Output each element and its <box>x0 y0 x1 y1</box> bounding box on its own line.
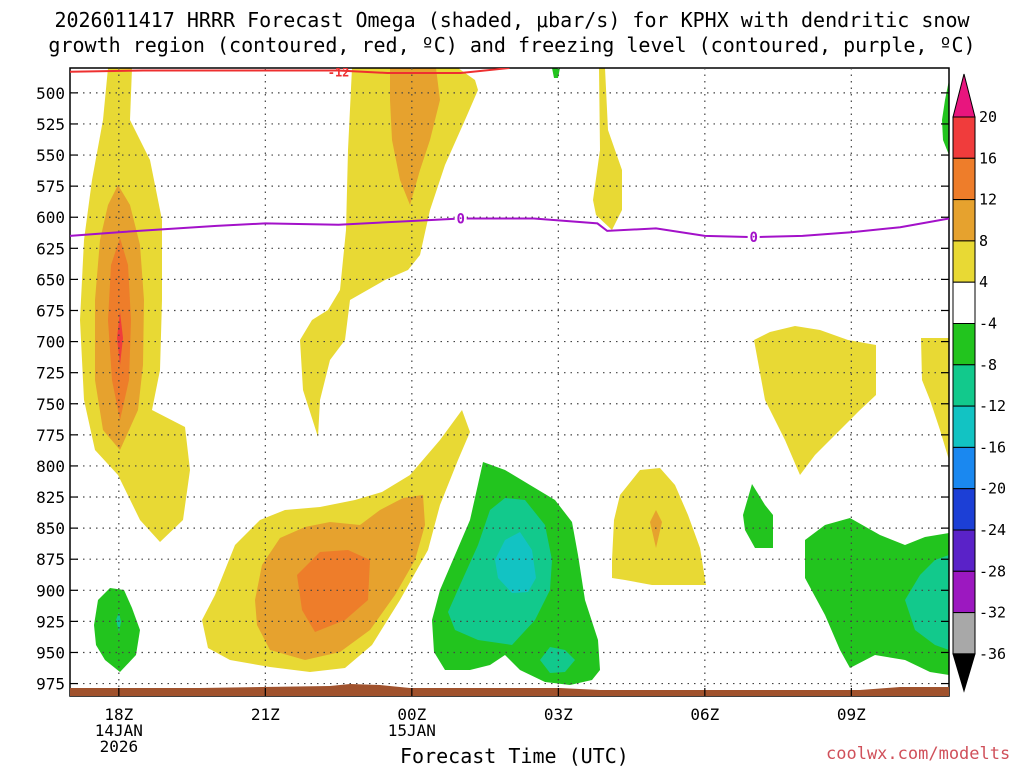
y-tick-label-825: 825 <box>36 488 65 507</box>
colorbar-label--4: -4 <box>979 315 997 333</box>
y-tick-label-775: 775 <box>36 426 65 445</box>
omega-region-pos12-low <box>297 550 370 632</box>
y-tick-label-950: 950 <box>36 643 65 662</box>
colorbar-band--36--32 <box>952 612 976 655</box>
omega-region-pos4-upper <box>300 68 478 437</box>
terrain-band <box>70 684 949 696</box>
dgz-label: -12 <box>328 66 350 80</box>
freezing-label-bg <box>747 229 760 246</box>
y-tick-label-550: 550 <box>36 146 65 165</box>
dgz-contour: -12 <box>70 66 510 80</box>
freezing-level-line <box>69 217 950 239</box>
colorbar-label--24: -24 <box>979 521 1006 539</box>
colorbar: 20 16 12 8 4 -4 -8 -12 -16 -20 -24 -28 -32 -36 <box>952 73 1006 693</box>
grid-lines <box>70 68 949 696</box>
colorbar-label-20: 20 <box>979 108 997 126</box>
colorbar-band--24--20 <box>952 488 976 531</box>
y-tick-label-925: 925 <box>36 612 65 631</box>
colorbar-label--32: -32 <box>979 604 1006 622</box>
colorbar-label--16: -16 <box>979 438 1006 456</box>
colorbar-bottom-arrow <box>952 653 976 693</box>
colorbar-band--28--24 <box>952 529 976 572</box>
y-tick-label-700: 700 <box>36 333 65 352</box>
omega-region-pos4-11z <box>921 338 949 460</box>
y-tick-label-750: 750 <box>36 395 65 414</box>
y-tick-label-675: 675 <box>36 301 65 320</box>
colorbar-label--12: -12 <box>979 397 1006 415</box>
omega-region-pos8-upper <box>390 68 440 205</box>
omega-region-neg4-topright <box>942 80 949 155</box>
omega-region-neg8-right <box>905 555 949 650</box>
y-tick-label-875: 875 <box>36 550 65 569</box>
y-tick-label-500: 500 <box>36 84 65 103</box>
colorbar-band--12--8 <box>952 364 976 407</box>
x-tick-label-09Z: 09Z <box>837 705 866 724</box>
x-tick-label-00Z: 00Z <box>397 705 426 724</box>
colorbar-label--20: -20 <box>979 480 1006 498</box>
colorbar-band-8-12 <box>952 199 976 242</box>
freezing-level-label: 0 <box>456 211 464 227</box>
y-tick-label-625: 625 <box>36 239 65 258</box>
colorbar-label-8: 8 <box>979 232 988 250</box>
y-tick-label-975: 975 <box>36 675 65 694</box>
x-tick-date-00Z: 15JAN <box>388 721 436 740</box>
colorbar-label-16: 16 <box>979 149 997 167</box>
freezing-level-label: 0 <box>749 230 757 246</box>
omega-region-neg8-small <box>540 647 575 673</box>
colorbar-label--28: -28 <box>979 562 1006 580</box>
x-tick-label-18Z: 18Z <box>104 705 133 724</box>
colorbar-band--16--12 <box>952 405 976 448</box>
colorbar-band-12-16 <box>952 157 976 201</box>
omega-region-pos4-08z <box>754 326 876 475</box>
chart-title-line2: growth region (contoured, red, ºC) and f… <box>48 33 976 57</box>
omega-shading <box>80 68 949 685</box>
omega-region-pos4-03z-upper <box>593 68 622 230</box>
y-tick-label-725: 725 <box>36 364 65 383</box>
y-tick-label-800: 800 <box>36 457 65 476</box>
colorbar-band--8--4 <box>952 323 976 366</box>
colorbar-band-4-8 <box>952 240 976 283</box>
omega-region-neg4-right <box>805 518 949 675</box>
omega-region-neg4-07z <box>743 484 773 548</box>
colorbar-band--20--16 <box>952 446 976 490</box>
source-credit: coolwx.com/modelts <box>826 744 1011 764</box>
dgz-line <box>70 68 510 74</box>
dgz-contour-group: -12 <box>70 66 510 80</box>
x-tick-date-18Z: 14JAN <box>95 721 143 740</box>
colorbar-band--4-4 <box>952 281 976 325</box>
terrain-surface <box>70 684 949 696</box>
colorbar-label--36: -36 <box>979 645 1006 663</box>
omega-region-pos8-05z <box>650 510 662 548</box>
omega-region-pos16-18z <box>117 312 123 365</box>
y-axis: 500 525 550 575 600 625 650 675 700 725 750 775 800 8… <box>36 84 949 694</box>
y-tick-label-900: 900 <box>36 581 65 600</box>
colorbar-top-arrow <box>952 73 976 118</box>
x-axis-label: Forecast Time (UTC) <box>400 744 629 768</box>
chart-title-line1: 2026011417 HRRR Forecast Omega (shaded, … <box>54 8 970 32</box>
x-tick-year-18Z: 2026 <box>100 737 139 756</box>
colorbar-band-16-20 <box>952 116 976 159</box>
x-tick-label-06Z: 06Z <box>690 705 719 724</box>
colorbar-label--8: -8 <box>979 356 997 374</box>
y-tick-label-525: 525 <box>36 115 65 134</box>
y-tick-label-600: 600 <box>36 208 65 227</box>
y-tick-label-575: 575 <box>36 177 65 196</box>
freezing-label-bg <box>454 210 467 227</box>
colorbar-label-12: 12 <box>979 191 997 209</box>
colorbar-band--32--28 <box>952 570 976 614</box>
x-tick-label-03Z: 03Z <box>544 705 573 724</box>
omega-region-neg4-18z <box>94 588 140 672</box>
omega-region-neg12-center <box>495 532 536 593</box>
colorbar-label-4: 4 <box>979 273 988 291</box>
y-tick-label-850: 850 <box>36 519 65 538</box>
freezing-level-contour: 00 <box>69 210 950 246</box>
y-tick-label-650: 650 <box>36 270 65 289</box>
x-tick-label-21Z: 21Z <box>251 705 280 724</box>
